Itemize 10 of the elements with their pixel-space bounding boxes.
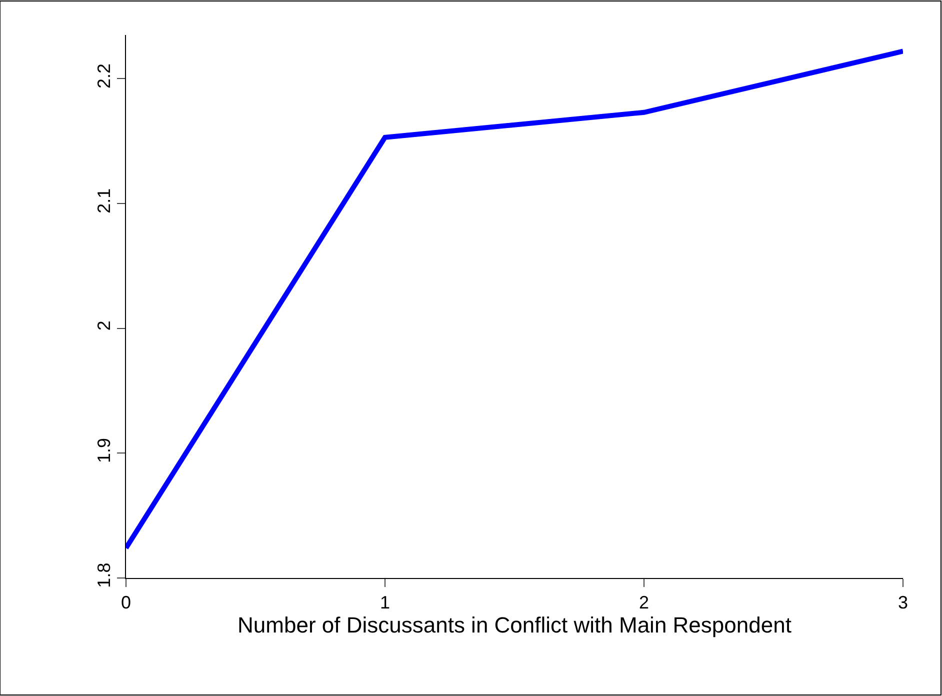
x-tick-label: 1: [380, 592, 390, 613]
y-tick-label: 1.8: [94, 562, 114, 588]
x-axis-title: Number of Discussants in Conflict with Main Respondent: [238, 612, 792, 638]
y-tick-label: 2.1: [94, 188, 114, 214]
y-tick-label: 2: [94, 320, 114, 331]
y-tick-label: 1.9: [94, 438, 114, 463]
x-tick-label: 0: [120, 592, 132, 613]
y-tick-label: 2.2: [94, 63, 114, 89]
x-tick-label: 3: [898, 592, 908, 613]
x-tick-label: 2: [638, 592, 650, 613]
